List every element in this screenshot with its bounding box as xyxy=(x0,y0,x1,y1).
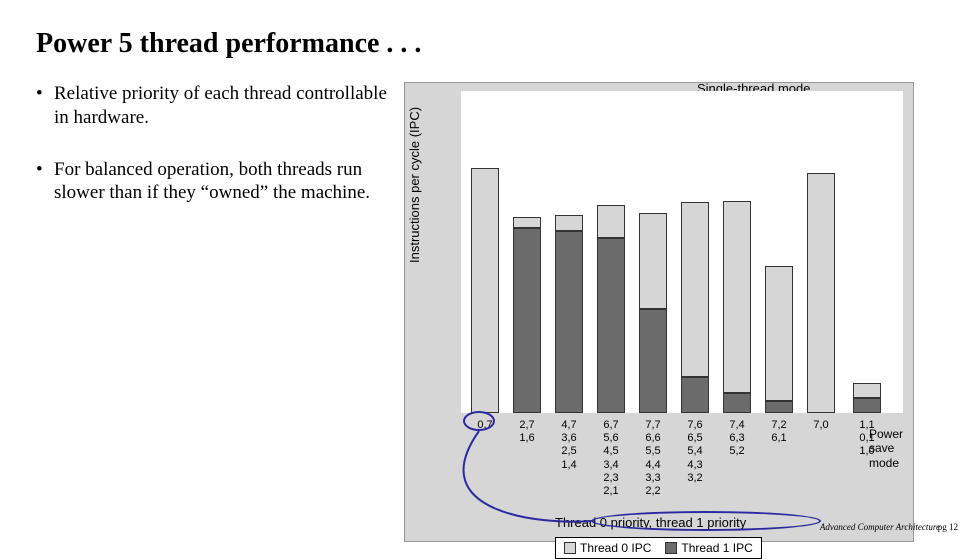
bar-thread0 xyxy=(513,217,541,228)
x-label-column: 6,75,64,53,42,32,1 xyxy=(595,419,627,498)
x-label-column: 7,66,55,44,33,2 xyxy=(679,419,711,485)
bar-thread1 xyxy=(513,228,541,413)
x-label-column: 2,71,6 xyxy=(511,419,543,445)
bar-thread1 xyxy=(555,231,583,413)
figure-panel: Instructions per cycle (IPC) Single-thre… xyxy=(404,82,914,542)
x-label-column: 7,0 xyxy=(805,419,837,432)
bars-region xyxy=(461,91,903,413)
content-row: • Relative priority of each thread contr… xyxy=(36,82,960,542)
x-label-column: 4,73,62,51,4 xyxy=(553,419,585,472)
bar-thread1 xyxy=(639,309,667,413)
bar-group xyxy=(723,89,751,413)
bullet-text: Relative priority of each thread control… xyxy=(54,82,396,130)
legend-label-thread1: Thread 1 IPC xyxy=(681,541,752,555)
legend-label-thread0: Thread 0 IPC xyxy=(580,541,651,555)
bar-group xyxy=(597,89,625,413)
bar-thread1 xyxy=(853,398,881,413)
bullet-item: • Relative priority of each thread contr… xyxy=(36,82,396,130)
bar-thread1 xyxy=(597,238,625,413)
bar-thread0 xyxy=(765,266,793,401)
bar-thread0 xyxy=(471,168,499,413)
bar-thread0 xyxy=(639,213,667,309)
annotation-oval-large xyxy=(591,511,821,531)
bar-thread0 xyxy=(723,201,751,393)
figure-container: Instructions per cycle (IPC) Single-thre… xyxy=(404,82,960,542)
slide: Power 5 thread performance . . . • Relat… xyxy=(0,0,960,540)
bar-group xyxy=(555,89,583,413)
bar-thread0 xyxy=(681,202,709,377)
x-label-column: 7,46,35,2 xyxy=(721,419,753,459)
bar-thread0 xyxy=(807,173,835,413)
bar-group xyxy=(639,89,667,413)
bar-group xyxy=(681,89,709,413)
bar-group xyxy=(853,89,881,413)
bullet-text: For balanced operation, both threads run… xyxy=(54,158,396,206)
bullet-list: • Relative priority of each thread contr… xyxy=(36,82,396,542)
x-label-column: 7,26,1 xyxy=(763,419,795,445)
legend-item-thread1: Thread 1 IPC xyxy=(665,541,752,555)
bullet-mark: • xyxy=(36,158,54,206)
bar-thread0 xyxy=(555,215,583,231)
chart-area xyxy=(461,91,903,413)
bar-thread0 xyxy=(597,205,625,238)
bullet-item: • For balanced operation, both threads r… xyxy=(36,158,396,206)
power-save-label: Power save mode xyxy=(869,427,909,470)
bar-group xyxy=(471,89,499,413)
bar-thread1 xyxy=(765,401,793,413)
bar-group xyxy=(513,89,541,413)
legend: Thread 0 IPC Thread 1 IPC xyxy=(555,537,762,559)
x-label-column: 7,76,65,54,43,32,2 xyxy=(637,419,669,498)
legend-item-thread0: Thread 0 IPC xyxy=(564,541,651,555)
footer-course: Advanced Computer Architecture xyxy=(820,522,940,532)
legend-swatch-thread0 xyxy=(564,542,576,554)
slide-title: Power 5 thread performance . . . xyxy=(36,28,960,60)
bar-group xyxy=(765,89,793,413)
annotation-oval-small xyxy=(463,411,495,431)
bullet-mark: • xyxy=(36,82,54,130)
footer-page: pg 12 xyxy=(938,522,958,532)
bar-thread0 xyxy=(853,383,881,398)
legend-swatch-thread1 xyxy=(665,542,677,554)
y-axis-label: Instructions per cycle (IPC) xyxy=(407,107,422,263)
bar-thread1 xyxy=(681,377,709,413)
bar-group xyxy=(807,89,835,413)
bar-thread1 xyxy=(723,393,751,413)
